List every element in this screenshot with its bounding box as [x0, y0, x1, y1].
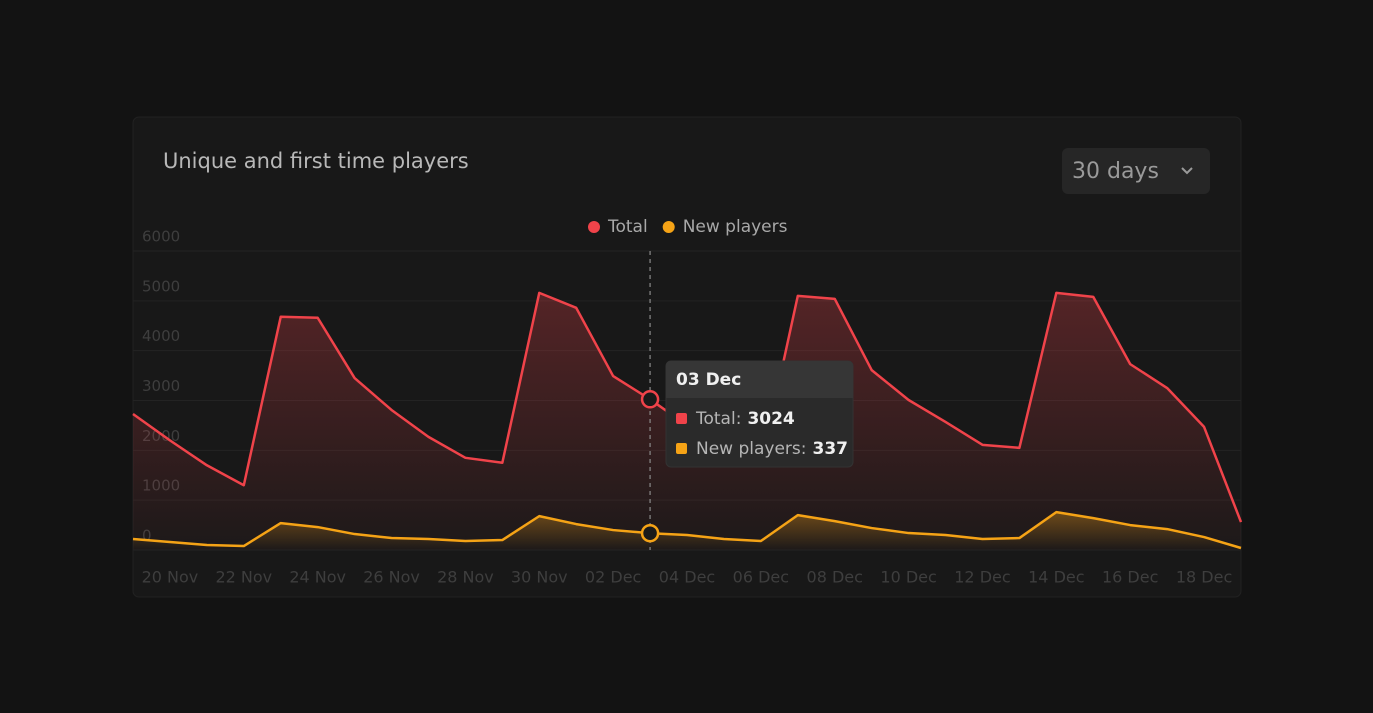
x-tick-label: 18 Dec: [1176, 568, 1232, 587]
tooltip-swatch: [676, 443, 687, 454]
series-area: [133, 512, 1241, 550]
x-tick-label: 30 Nov: [511, 568, 568, 587]
tooltip-value: 337: [813, 439, 849, 459]
x-tick-label: 12 Dec: [954, 568, 1010, 587]
x-tick-label: 06 Dec: [733, 568, 789, 587]
legend-label: Total: [607, 217, 648, 237]
legend-label: New players: [683, 217, 788, 237]
chevron[interactable]: [1181, 167, 1193, 175]
x-tick-label: 20 Nov: [142, 568, 199, 587]
tooltip-label: New players:: [696, 439, 807, 459]
legend-swatch: [588, 221, 600, 233]
series-area: [133, 292, 1241, 550]
x-tick-label: 26 Nov: [363, 568, 420, 587]
x-tick-label: 14 Dec: [1028, 568, 1084, 587]
x-tick-label: 04 Dec: [659, 568, 715, 587]
x-tick-label: 16 Dec: [1102, 568, 1158, 587]
range-dropdown[interactable]: [1062, 148, 1210, 194]
x-tick-label: 28 Nov: [437, 568, 494, 587]
tooltip-header: [666, 361, 853, 398]
x-tick-label: 10 Dec: [880, 568, 936, 587]
hover-point: [640, 523, 660, 543]
y-tick-label: 4000: [142, 327, 180, 345]
tooltip-title: 03 Dec: [676, 370, 741, 390]
range-label[interactable]: 30 days: [1072, 159, 1159, 184]
tooltip-swatch: [676, 413, 687, 424]
tooltip-label: Total:: [695, 409, 741, 429]
x-tick-label: 22 Nov: [215, 568, 272, 587]
tooltip-value: 3024: [747, 409, 794, 429]
y-tick-label: 3000: [142, 377, 180, 395]
y-tick-label: 6000: [142, 228, 180, 246]
legend-swatch: [662, 221, 675, 233]
hover-point: [640, 390, 660, 409]
chart-title: Unique and first time players: [163, 149, 469, 173]
x-tick-label: 02 Dec: [585, 568, 641, 587]
x-tick-label: 08 Dec: [807, 568, 863, 587]
series-line: [132, 510, 1242, 550]
x-tick-label: 24 Nov: [289, 568, 346, 587]
y-tick-label: 5000: [142, 277, 180, 295]
